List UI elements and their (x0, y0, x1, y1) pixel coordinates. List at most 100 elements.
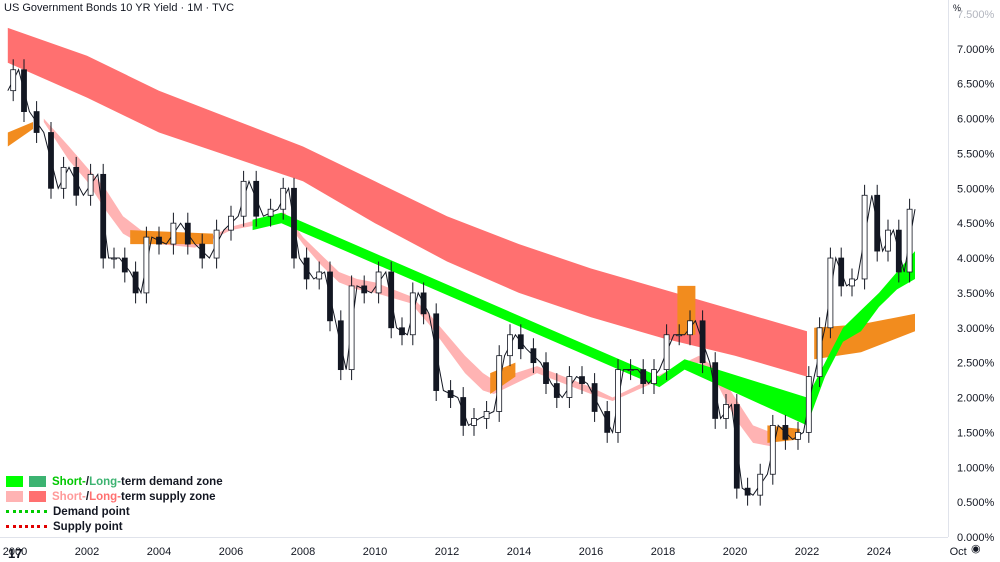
x-tick-label: 2024 (867, 546, 891, 558)
y-tick-label: 0.500% (957, 497, 995, 509)
chart-title: US Government Bonds 10 YR Yield · 1M · T… (4, 2, 235, 14)
long-supply-label: Long- (89, 490, 121, 503)
legend-supply-row: Short- / Long-term supply zone (6, 489, 223, 504)
legend-separator-2: / (85, 490, 90, 503)
candle-body (361, 285, 368, 294)
x-tick-label: 2012 (435, 546, 459, 558)
candle-body (303, 257, 310, 280)
candle-body (100, 173, 107, 259)
candle-body (733, 404, 740, 489)
x-tick-label: 2008 (291, 546, 315, 558)
legend-separator: / (85, 475, 90, 488)
y-tick-label: 5.500% (957, 148, 995, 160)
y-tick-label: 7.000% (957, 44, 995, 56)
y-tick-label: 4.000% (957, 253, 995, 265)
candle-body (827, 257, 834, 329)
candle-body (143, 236, 150, 294)
candle-body (566, 376, 573, 398)
long-supply-swatch (29, 491, 46, 502)
legend: Short- / Long-term demand zone Short- / … (6, 474, 223, 534)
candle-body (21, 69, 27, 112)
candle-body (782, 425, 789, 440)
x-tick-label: 2014 (507, 546, 531, 558)
long-term-supply-zone (7, 27, 808, 377)
candle-body (121, 257, 128, 273)
short-demand-label: Short- (52, 475, 86, 488)
candle-body (517, 334, 524, 350)
candle-body (895, 229, 902, 273)
candle-body (267, 208, 274, 217)
candle-body (280, 187, 287, 210)
candle-body (170, 222, 177, 245)
candle-body (483, 411, 490, 419)
candle-body (184, 222, 191, 245)
candle-body (651, 369, 657, 384)
supply-point-marker (6, 525, 47, 528)
y-tick-label: 5.000% (957, 183, 995, 195)
y-tick-label: 3.000% (957, 323, 995, 335)
candle-body (433, 313, 440, 391)
candle-body (240, 180, 247, 217)
candle-body (591, 383, 598, 412)
demand-zone-suffix: term demand zone (121, 475, 223, 488)
candle-body (712, 362, 719, 419)
tradingview-logo[interactable]: 17 (8, 546, 23, 561)
candle-body (906, 208, 913, 273)
candle-body (291, 187, 297, 259)
candle-body (10, 69, 17, 92)
candle-body (348, 285, 355, 371)
candle-body (228, 215, 234, 231)
x-tick-label: 2022 (795, 546, 819, 558)
demand-point-marker (6, 510, 47, 513)
candle-body (337, 320, 344, 371)
candle-body (699, 320, 706, 364)
candle-body (795, 431, 801, 440)
candle-body (687, 320, 693, 336)
candle-body (849, 278, 855, 287)
candle-body (838, 257, 845, 287)
x-tick-label: 2002 (75, 546, 99, 558)
candle-body (60, 166, 67, 189)
unit-label[interactable]: % (953, 3, 962, 13)
candle-body (615, 369, 621, 433)
candle-body (213, 229, 220, 259)
candle-body (885, 229, 891, 252)
candle-body (460, 397, 467, 426)
candle-body (132, 271, 139, 294)
x-tick-label: 2018 (651, 546, 675, 558)
price-layer (7, 59, 916, 506)
short-supply-label: Short- (52, 490, 86, 503)
candle-body (199, 243, 206, 259)
candle-body (861, 194, 868, 280)
candle-body (604, 411, 611, 433)
x-tick-label: Oct (950, 546, 967, 558)
x-axis-border (0, 537, 948, 538)
candle-body (627, 369, 634, 372)
y-tick-label: 2.000% (957, 393, 995, 405)
candle-body (73, 166, 80, 196)
x-tick-label: 2004 (147, 546, 171, 558)
candle-body (87, 173, 94, 196)
gear-icon[interactable]: ◉ (971, 543, 981, 555)
y-tick-label-partial: 7.500% (957, 9, 995, 21)
x-tick-label: 2020 (723, 546, 747, 558)
legend-supply-point-row: Supply point (6, 519, 223, 534)
y-tick-label: 6.500% (957, 79, 995, 91)
short-term-demand-zone (252, 212, 916, 426)
y-tick-label: 1.500% (957, 427, 995, 439)
candle-body (579, 376, 585, 384)
short-demand-swatch (6, 476, 23, 487)
candle-body (553, 383, 560, 398)
y-tick-label: 1.000% (957, 462, 995, 474)
y-axis: 7.000% 6.500% 6.000% 5.500% 5.000% 4.500% 4.00… (957, 9, 995, 544)
candle-body (327, 271, 333, 322)
candle-body (874, 194, 881, 252)
y-tick-label: 3.500% (957, 288, 995, 300)
long-demand-swatch (29, 476, 46, 487)
candle-body (723, 404, 729, 419)
supply-point-label: Supply point (53, 520, 123, 533)
candle-body (744, 487, 751, 496)
y-tick-label: 4.500% (957, 218, 995, 230)
long-demand-label: Long- (89, 475, 121, 488)
